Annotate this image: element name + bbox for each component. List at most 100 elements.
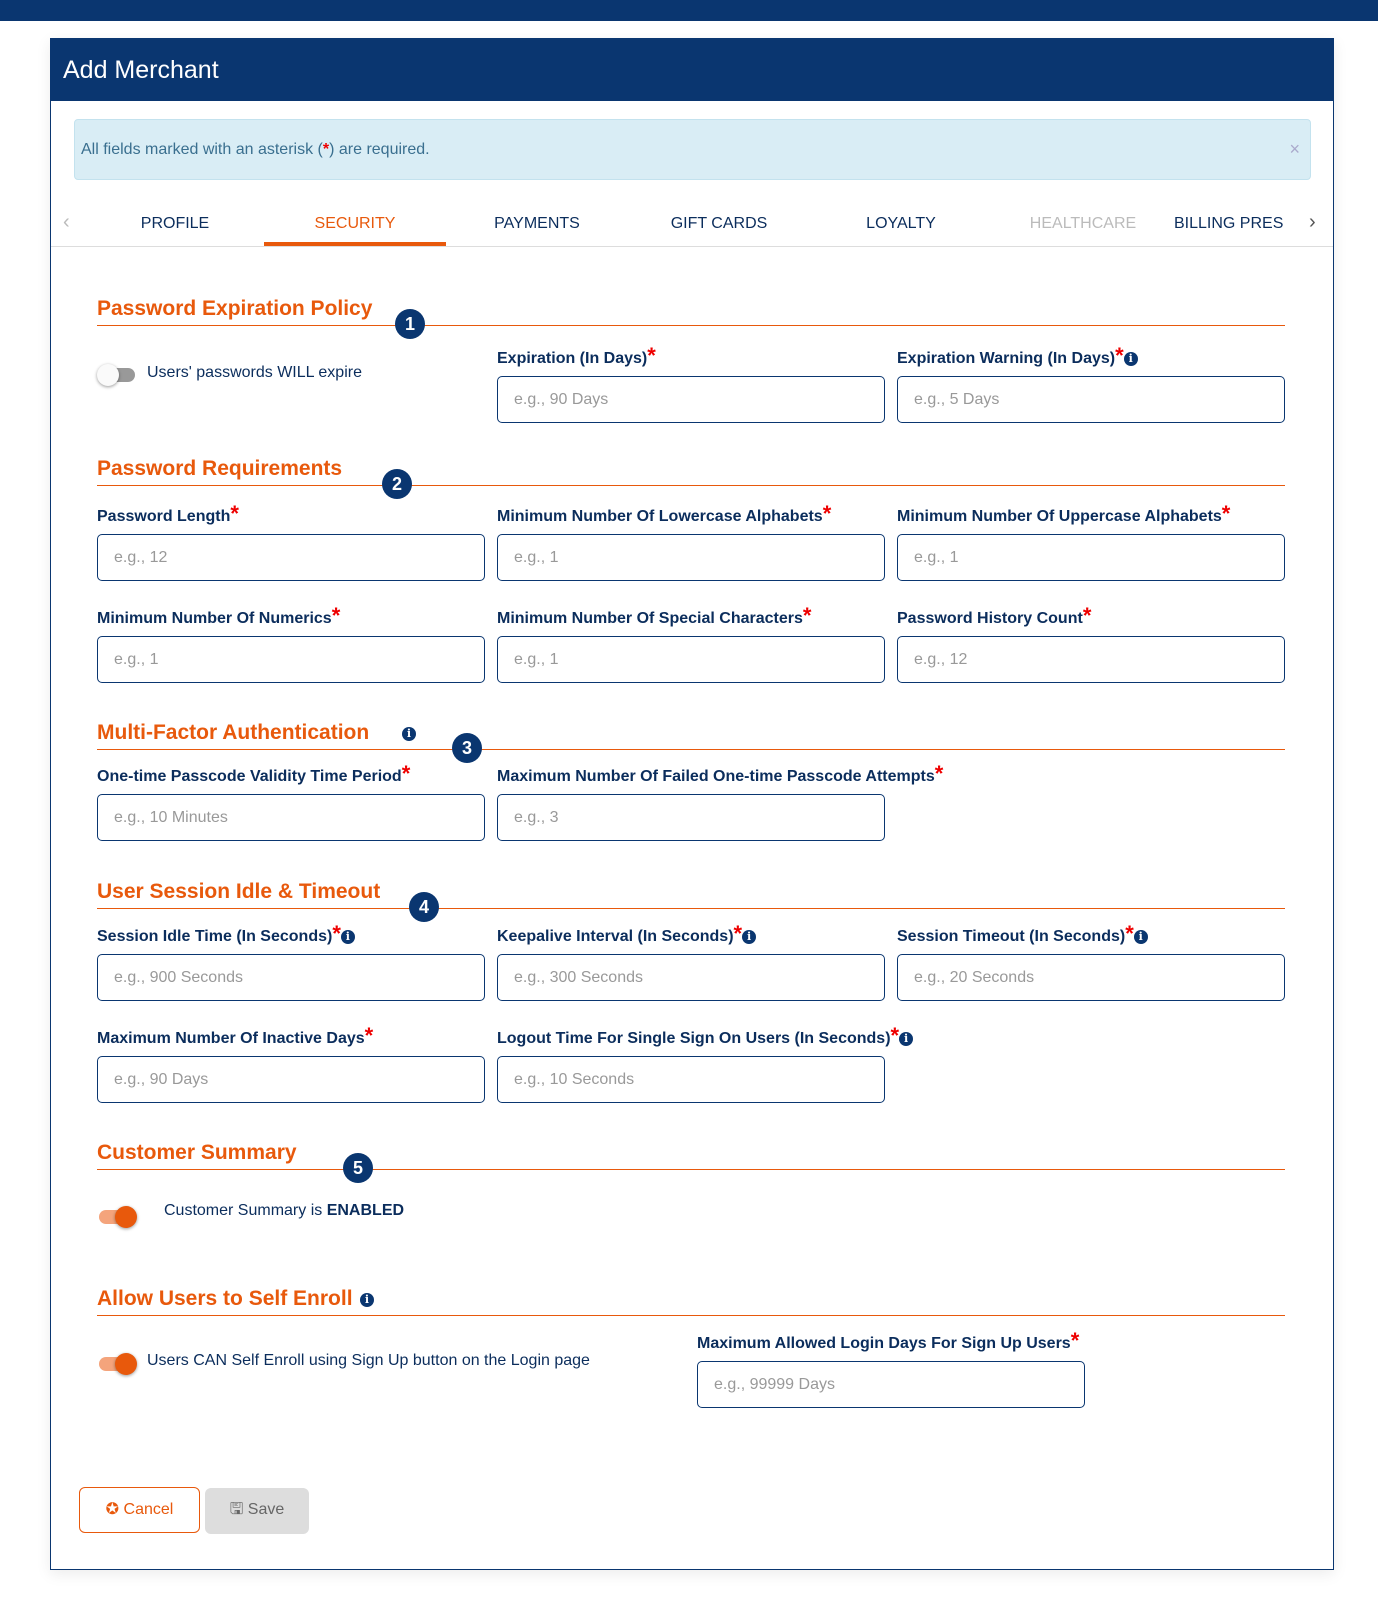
input-box[interactable]: e.g., 10 Seconds: [497, 1056, 885, 1103]
tab-healthcare: HEALTHCARE: [1029, 215, 1137, 232]
input-box[interactable]: e.g., 1: [497, 534, 885, 581]
section-self-enroll: Allow Users to Self Enroll i: [97, 1282, 1285, 1316]
input-box[interactable]: e.g., 300 Seconds: [497, 954, 885, 1001]
field-label: Logout Time For Single Sign On Users (In…: [497, 1025, 914, 1056]
tab-billing[interactable]: BILLING PRES: [1174, 215, 1284, 232]
field-label: Session Idle Time (In Seconds)* i: [97, 923, 485, 954]
field-input[interactable]: [898, 637, 1284, 682]
field-input[interactable]: [98, 1057, 484, 1102]
chevron-right-icon[interactable]: ›: [1309, 211, 1316, 233]
toggle-text: Customer Summary is: [164, 1202, 327, 1219]
input-box[interactable]: e.g., 1: [497, 636, 885, 683]
field-input[interactable]: [98, 535, 484, 580]
tab-gift-cards[interactable]: GIFT CARDS: [670, 215, 768, 232]
input-box[interactable]: e.g., 90 Days: [497, 376, 885, 423]
expiration-warning-field: Expiration Warning (In Days)* i e.g., 5 Da…: [897, 345, 1285, 423]
field-label: Keepalive Interval (In Seconds)* i: [497, 923, 885, 954]
cancel-button[interactable]: ✪ Cancel: [79, 1487, 200, 1533]
field-label: Minimum Number Of Uppercase Alphabets*: [897, 503, 1285, 534]
label-text: Session Timeout (In Seconds): [897, 928, 1126, 945]
password-history-field: Password History Count* e.g., 12: [897, 605, 1285, 683]
info-icon[interactable]: i: [402, 727, 416, 741]
tab-payments[interactable]: PAYMENTS: [494, 215, 580, 232]
field-label: Expiration Warning (In Days)* i: [897, 345, 1285, 376]
info-icon[interactable]: i: [742, 930, 757, 944]
field-label: Maximum Allowed Login Days For Sign Up U…: [697, 1330, 1085, 1361]
input-box[interactable]: e.g., 12: [897, 636, 1285, 683]
field-input[interactable]: [498, 377, 884, 422]
required-asterisk: *: [332, 921, 341, 946]
input-box[interactable]: e.g., 20 Seconds: [897, 954, 1285, 1001]
password-length-field: Password Length* e.g., 12: [97, 503, 485, 581]
field-label: Maximum Number Of Failed One-time Passco…: [497, 763, 943, 794]
step-badge: 4: [409, 892, 439, 922]
field-input[interactable]: [498, 637, 884, 682]
section-title: Multi-Factor Authentication: [97, 721, 370, 744]
input-box[interactable]: e.g., 99999 Days: [697, 1361, 1085, 1408]
input-box[interactable]: e.g., 1: [897, 534, 1285, 581]
password-expire-toggle[interactable]: [97, 362, 137, 386]
label-text: Keepalive Interval (In Seconds): [497, 928, 734, 945]
tab-profile[interactable]: PROFILE: [140, 215, 210, 232]
customer-summary-toggle[interactable]: [97, 1204, 137, 1228]
field-input[interactable]: [898, 955, 1284, 1000]
input-box[interactable]: e.g., 3: [497, 794, 885, 841]
field-input[interactable]: [98, 955, 484, 1000]
field-input[interactable]: [898, 377, 1284, 422]
step-badge: 2: [382, 469, 412, 499]
field-input[interactable]: [498, 535, 884, 580]
info-icon[interactable]: i: [1133, 930, 1148, 944]
min-uppercase-field: Minimum Number Of Uppercase Alphabets* e.…: [897, 503, 1285, 581]
otp-validity-field: One-time Passcode Validity Time Period* e…: [97, 763, 485, 841]
label-text: Logout Time For Single Sign On Users (In…: [497, 1030, 891, 1047]
tab-loyalty[interactable]: LOYALTY: [866, 215, 936, 232]
input-box[interactable]: e.g., 90 Days: [97, 1056, 485, 1103]
input-box[interactable]: e.g., 5 Days: [897, 376, 1285, 423]
required-asterisk: *: [331, 603, 341, 628]
close-icon[interactable]: ×: [1289, 139, 1300, 159]
label-text: Password History Count: [897, 610, 1083, 627]
required-asterisk: *: [364, 1023, 374, 1048]
info-icon[interactable]: i: [899, 1032, 914, 1046]
section-password-expiration: Password Expiration Policy 1: [97, 292, 1285, 339]
field-input[interactable]: [498, 1057, 884, 1102]
toggle-label: Users CAN Self Enroll using Sign Up butt…: [147, 1352, 590, 1369]
field-input[interactable]: [698, 1362, 1084, 1407]
input-box[interactable]: e.g., 900 Seconds: [97, 954, 485, 1001]
required-fields-alert: All fields marked with an asterisk (*) a…: [74, 119, 1311, 180]
field-input[interactable]: [98, 795, 484, 840]
input-box[interactable]: e.g., 1: [97, 636, 485, 683]
info-icon[interactable]: i: [360, 1293, 374, 1307]
toggle-label: Customer Summary is ENABLED: [164, 1202, 404, 1220]
step-badge: 5: [343, 1153, 373, 1183]
required-asterisk: *: [934, 761, 944, 786]
alert-text: ) are required.: [329, 141, 430, 158]
info-icon[interactable]: i: [340, 930, 355, 944]
field-label: Maximum Number Of Inactive Days*: [97, 1025, 485, 1056]
min-lowercase-field: Minimum Number Of Lowercase Alphabets* e.…: [497, 503, 885, 581]
min-special-field: Minimum Number Of Special Characters* e.g…: [497, 605, 885, 683]
field-input[interactable]: [98, 637, 484, 682]
info-icon[interactable]: i: [1123, 352, 1138, 366]
field-input[interactable]: [498, 795, 884, 840]
field-label: Minimum Number Of Lowercase Alphabets*: [497, 503, 885, 534]
required-asterisk: *: [1125, 921, 1134, 946]
tab-security[interactable]: SECURITY: [264, 199, 446, 246]
session-idle-field: Session Idle Time (In Seconds)* i e.g., 90…: [97, 923, 485, 1001]
required-asterisk: *: [647, 343, 656, 368]
input-box[interactable]: e.g., 12: [97, 534, 485, 581]
top-nav-bar: [0, 0, 1378, 21]
self-enroll-toggle[interactable]: [97, 1351, 137, 1375]
section-title: Password Expiration Policy: [97, 297, 373, 320]
section-customer-summary: Customer Summary 5: [97, 1136, 1285, 1183]
label-text: Maximum Allowed Login Days For Sign Up U…: [697, 1335, 1071, 1352]
cancel-icon: ✪: [105, 1501, 124, 1518]
required-asterisk: *: [1082, 603, 1092, 628]
input-box[interactable]: e.g., 10 Minutes: [97, 794, 485, 841]
field-input[interactable]: [898, 535, 1284, 580]
chevron-left-icon[interactable]: ‹: [63, 211, 70, 233]
field-input[interactable]: [498, 955, 884, 1000]
label-text: Expiration (In Days): [497, 350, 648, 367]
save-button[interactable]: 🖫 Save: [205, 1488, 309, 1534]
add-merchant-panel: Add Merchant All fields marked with an a…: [50, 38, 1334, 1570]
